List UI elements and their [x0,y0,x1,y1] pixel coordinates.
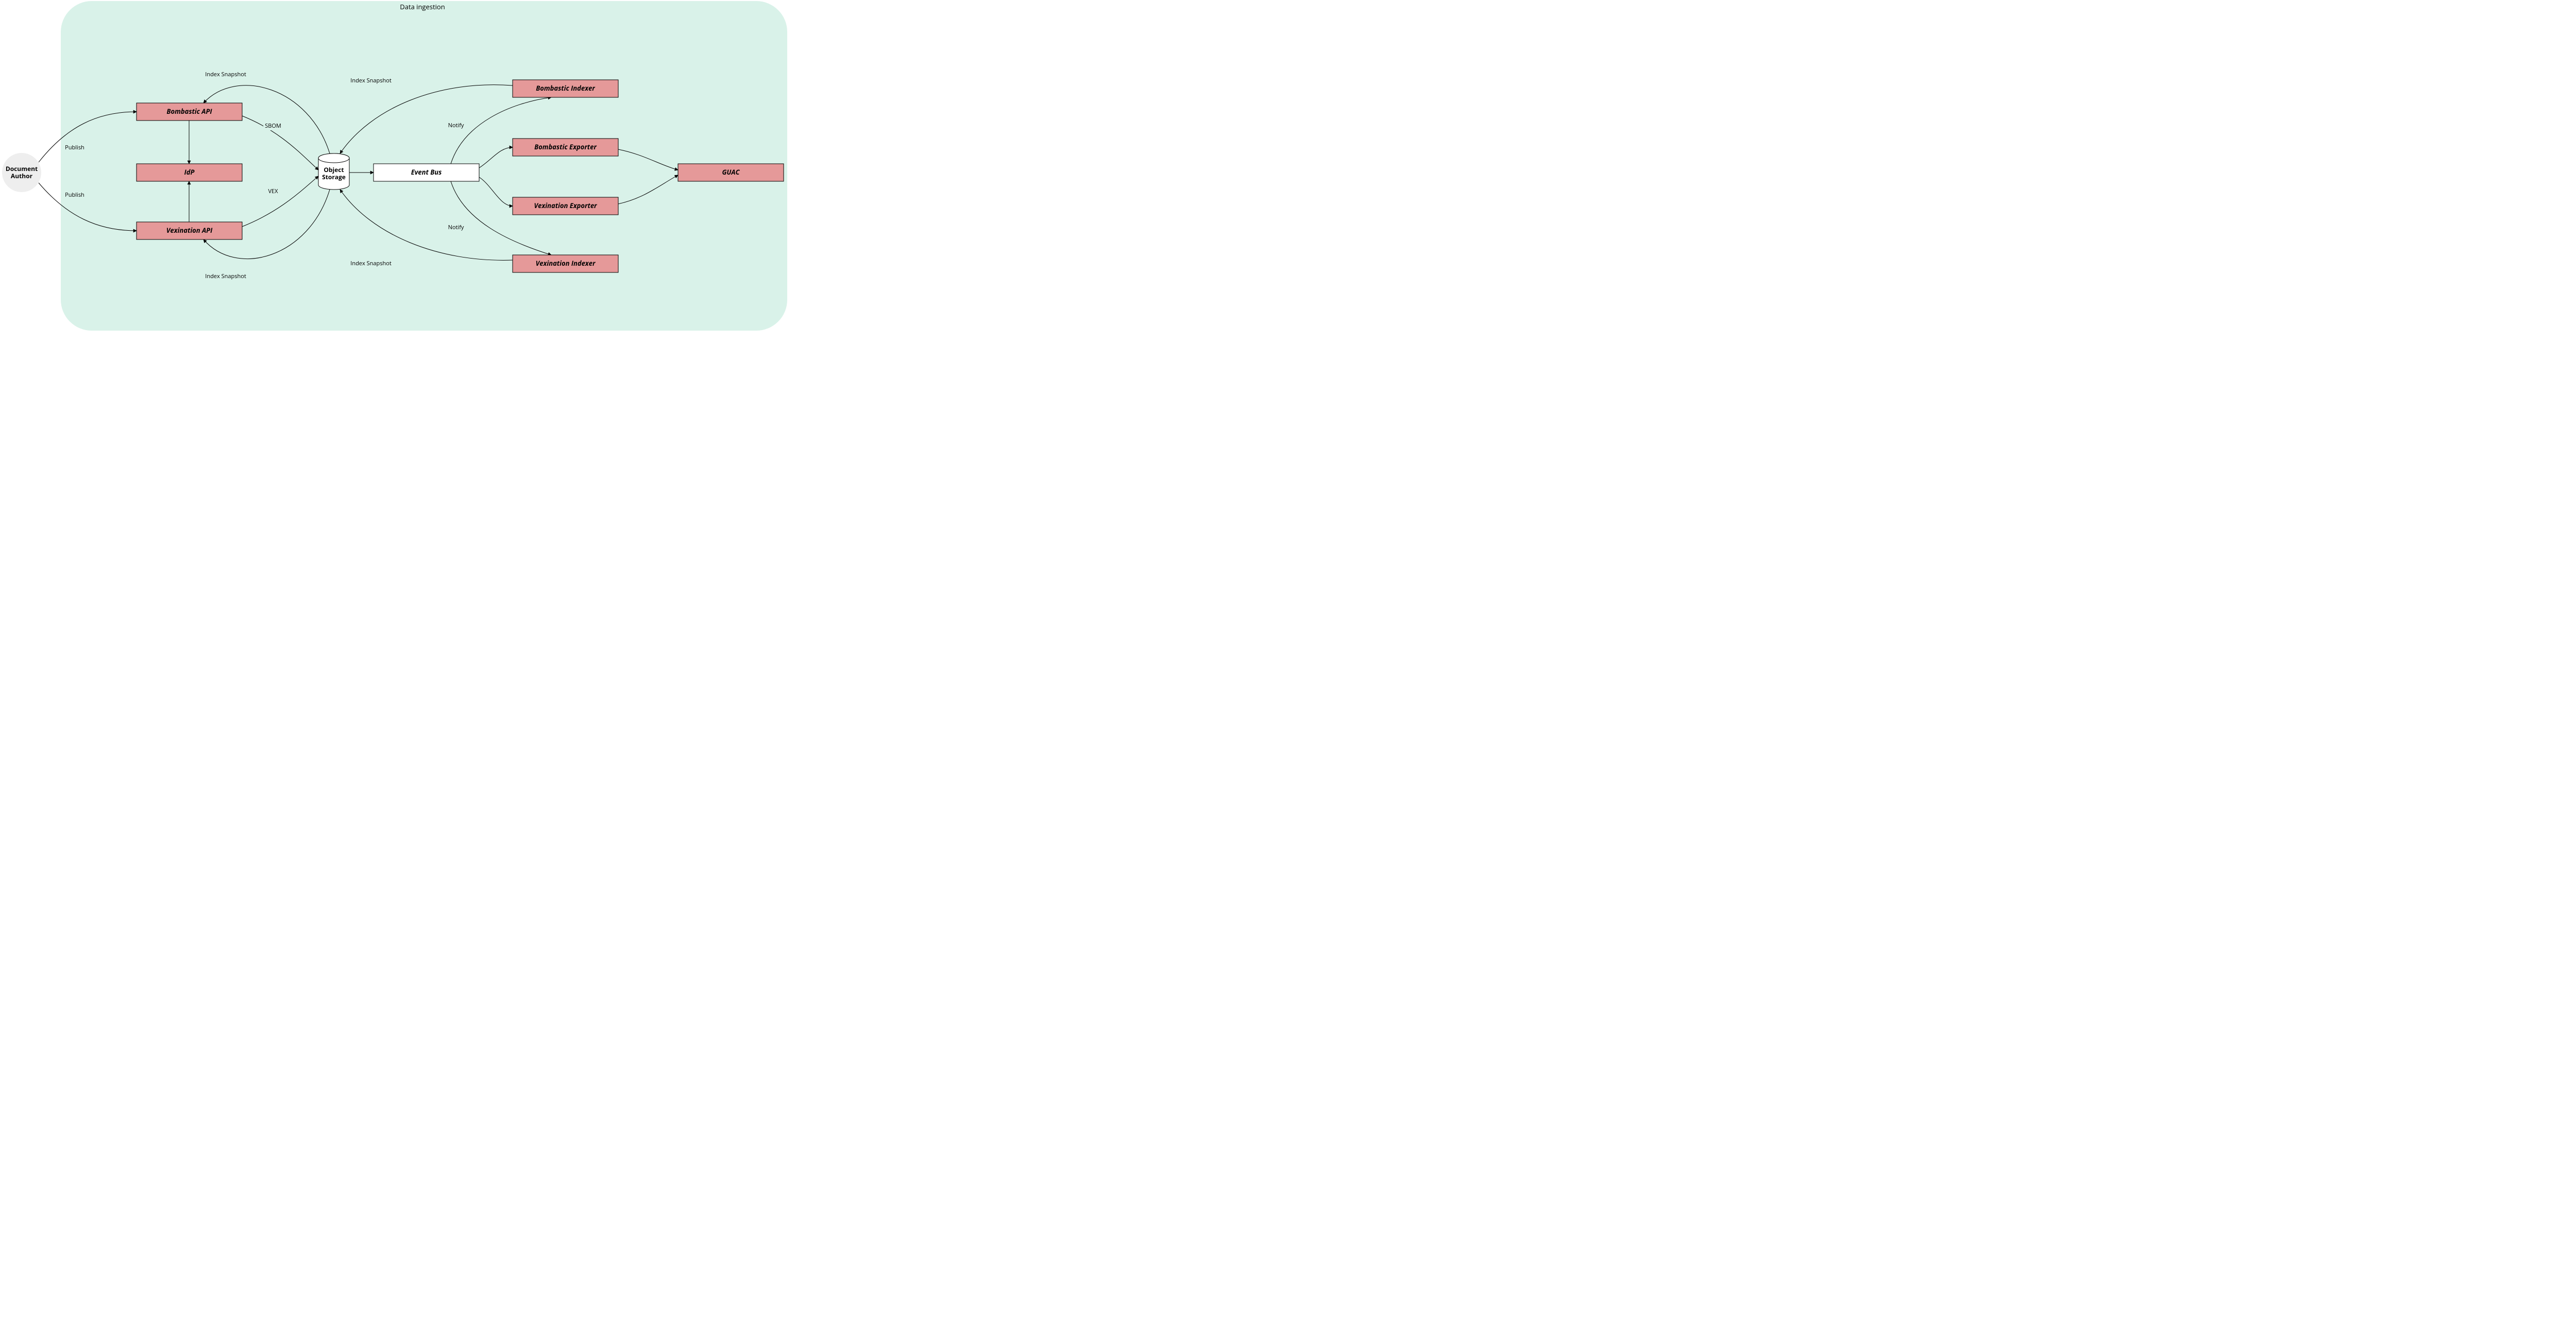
node-label-idp: IdP [184,167,195,177]
node-vexination_api: Vexination API [137,222,242,239]
node-label-bombastic_indexer: Bombastic Indexer [536,83,595,93]
edge-label-e6: VEX [268,187,278,195]
node-label-event_bus: Event Bus [411,167,442,177]
edge-label-e13: Notify [448,224,464,231]
data-ingestion-diagram: Data ingestion Publish Publish SBOM VEX Inde… [0,0,793,335]
node-bombastic_indexer: Bombastic Indexer [513,80,618,97]
node-label-vexination_indexer: Vexination Indexer [536,259,596,268]
node-event_bus: Event Bus [374,164,479,181]
node-vexination_exporter: Vexination Exporter [513,197,618,215]
edge-label-e7: Index Snapshot [205,71,246,78]
edge-label-e1: Publish [65,144,84,151]
node-top-object_storage [318,153,349,163]
node-vexination_indexer: Vexination Indexer [513,255,618,272]
node-label-object_storage-1: Storage [322,173,346,181]
edge-label-e5: SBOM [265,122,281,130]
node-idp: IdP [137,164,242,181]
edge-label-e8: Index Snapshot [205,272,246,280]
edge-label-e15: Index Snapshot [350,260,392,267]
edge-label-e2: Publish [65,191,84,199]
edge-label-e12: Notify [448,122,464,129]
node-bombastic_exporter: Bombastic Exporter [513,139,618,156]
node-label-vexination_api: Vexination API [166,226,213,235]
node-label-guac: GUAC [722,167,740,177]
node-bombastic_api: Bombastic API [137,103,242,121]
node-label-bombastic_api: Bombastic API [166,107,212,116]
node-object_storage: ObjectStorage [318,153,349,190]
node-label-vexination_exporter: Vexination Exporter [534,201,597,210]
node-label-doc_author-1: Author [11,171,33,180]
edge-label-e14: Index Snapshot [350,77,392,84]
node-label-bombastic_exporter: Bombastic Exporter [534,142,597,151]
container-title: Data ingestion [400,2,445,11]
node-doc_author: DocumentAuthor [2,153,41,192]
node-guac: GUAC [678,164,784,181]
